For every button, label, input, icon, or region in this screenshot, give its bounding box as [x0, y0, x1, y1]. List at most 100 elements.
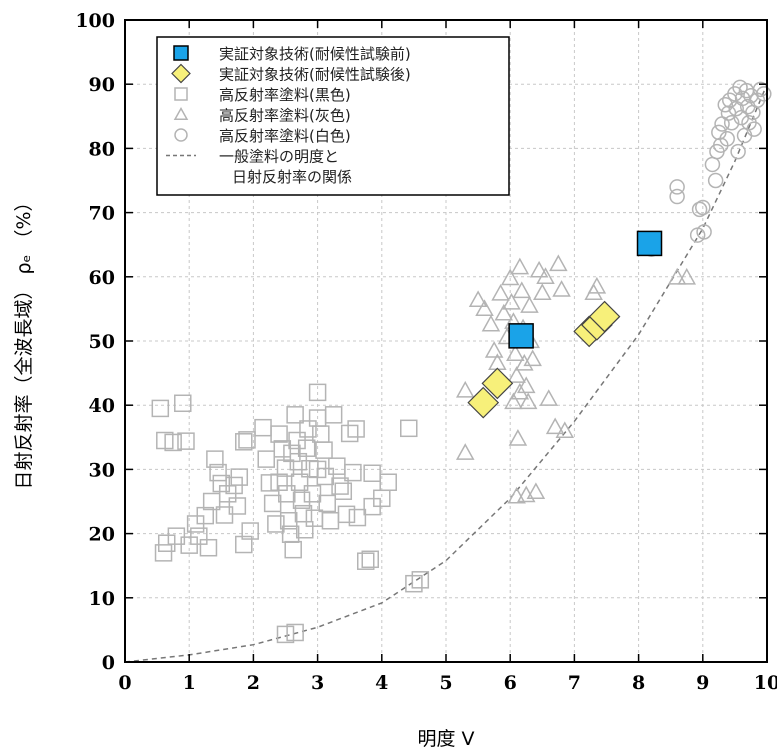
- data-point-square-open: [177, 432, 195, 450]
- data-point-triangle-open: [677, 267, 697, 285]
- data-point-circle-open: [717, 96, 734, 113]
- data-point-circle-open: [730, 143, 746, 160]
- legend-label: 実証対象技術(耐候性試験前): [219, 45, 411, 63]
- data-point-square-open: [348, 508, 367, 527]
- data-point-square-open: [154, 544, 173, 562]
- data-point-circle-open: [669, 188, 685, 205]
- data-point-square-open: [357, 552, 375, 570]
- data-point-square-open: [235, 433, 253, 451]
- legend-label: 日射反射率の関係: [232, 168, 352, 186]
- data-point-square-open: [303, 485, 322, 503]
- data-point-square-open: [215, 506, 234, 524]
- y-tick-label: 100: [75, 10, 115, 32]
- data-point-triangle-open: [545, 417, 565, 435]
- data-point-square-open: [290, 473, 309, 491]
- data-point-triangle-open: [455, 443, 475, 460]
- legend-marker-diamond-filled: [171, 63, 191, 84]
- data-point-circle-open: [695, 199, 711, 216]
- x-tick-label: 2: [247, 672, 260, 694]
- data-point-triangle-open: [475, 299, 494, 317]
- y-tick-label: 20: [89, 524, 115, 546]
- data-point-square-open: [324, 406, 343, 424]
- data-point-square-open: [257, 450, 275, 468]
- data-point-square-open: [318, 494, 336, 513]
- data-points: [151, 79, 772, 644]
- y-tick-label: 40: [89, 395, 115, 417]
- data-point-square-open: [199, 538, 218, 557]
- data-point-triangle-open: [533, 283, 552, 300]
- data-point-diamond-filled: [481, 367, 514, 400]
- data-point-triangle-open: [536, 267, 555, 284]
- data-point-square-open: [361, 550, 379, 569]
- legend-label: 高反射率塗料(白色): [219, 127, 351, 145]
- data-point-square-open: [292, 491, 311, 509]
- data-point-diamond-filled: [467, 386, 500, 419]
- data-point-square-open: [196, 506, 214, 525]
- data-point-triangle-open: [552, 280, 571, 297]
- data-point-triangle-open: [555, 421, 575, 439]
- legend-label: 一般塗料の明度と: [219, 148, 339, 166]
- data-point-square-open: [263, 494, 282, 513]
- data-point-triangle-open: [510, 257, 530, 275]
- x-axis-title: 明度 V: [417, 728, 474, 750]
- data-point-triangle-open: [526, 482, 546, 500]
- data-point-square-filled: [508, 323, 534, 349]
- x-tick-label: 1: [183, 672, 196, 694]
- data-point-square-open: [267, 515, 285, 533]
- x-tick-label: 8: [632, 672, 645, 694]
- data-point-square-open: [286, 623, 304, 642]
- data-point-square-open: [363, 464, 381, 483]
- data-point-square-open: [212, 474, 231, 493]
- data-point-square-open: [297, 439, 316, 457]
- x-tick-label: 7: [568, 672, 581, 694]
- x-tick-label: 3: [311, 672, 324, 694]
- x-tick-label: 10: [754, 672, 777, 694]
- data-point-square-open: [190, 527, 208, 545]
- y-tick-label: 80: [89, 138, 115, 160]
- legend-marker-square-open: [174, 87, 188, 101]
- data-point-circle-open: [723, 114, 740, 131]
- data-point-square-open: [284, 540, 302, 559]
- data-point-circle-open: [756, 86, 772, 102]
- data-point-square-open: [308, 460, 327, 479]
- data-point-triangle-open: [520, 296, 539, 313]
- data-point-square-open: [270, 425, 288, 443]
- data-point-circle-open: [691, 201, 708, 218]
- data-point-square-open: [286, 406, 304, 424]
- data-point-triangle-open: [587, 276, 607, 294]
- data-point-square-open: [337, 505, 356, 524]
- data-point-square-open: [260, 474, 279, 492]
- data-point-square-open: [379, 473, 397, 491]
- data-point-square-open: [230, 468, 249, 486]
- data-point-triangle-open: [491, 283, 510, 301]
- data-point-square-open: [276, 625, 295, 644]
- data-point-square-open: [334, 482, 353, 500]
- data-point-triangle-open: [510, 382, 530, 400]
- data-point-triangle-open: [512, 281, 532, 299]
- data-point-square-open: [164, 433, 182, 452]
- data-point-square-open: [400, 419, 418, 438]
- data-point-square-open: [340, 424, 359, 443]
- data-point-square-open: [283, 444, 301, 463]
- data-point-triangle-open: [481, 314, 501, 332]
- data-point-square-open: [270, 473, 288, 491]
- legend-marker-square-filled: [173, 45, 189, 61]
- grid: [125, 20, 767, 662]
- y-tick-label: 0: [102, 652, 115, 674]
- legend-marker-circle-open: [174, 128, 188, 142]
- data-point-circle-open: [707, 172, 724, 189]
- data-point-triangle-open: [500, 268, 520, 286]
- x-tick-label: 5: [439, 672, 452, 694]
- data-point-square-open: [405, 574, 423, 593]
- data-point-triangle-open: [484, 341, 504, 358]
- data-point-circle-open: [669, 179, 685, 195]
- data-point-square-open: [344, 463, 362, 482]
- data-point-triangle-open: [468, 290, 488, 308]
- data-point-square-filled: [636, 230, 663, 257]
- data-point-square-open: [315, 441, 333, 459]
- data-point-triangle-open: [507, 366, 526, 383]
- data-point-triangle-open: [667, 267, 687, 285]
- data-point-square-open: [331, 477, 349, 495]
